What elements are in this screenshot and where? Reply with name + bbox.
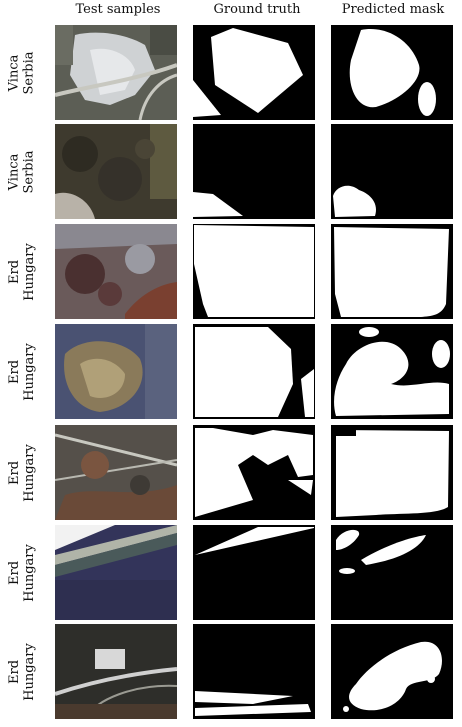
test-sample-image-6 — [55, 525, 177, 620]
row-label-3-site: Erd — [7, 259, 22, 285]
row-label-7: Erd Hungary — [0, 624, 44, 720]
ground-truth-mask-5 — [193, 425, 315, 520]
ground-truth-mask-6 — [193, 525, 315, 620]
test-sample-image-1 — [55, 25, 177, 120]
row-label-4-country: Hungary — [22, 343, 37, 401]
row-label-2: Vinca Serbia — [0, 124, 44, 220]
predicted-mask-4 — [331, 324, 453, 419]
row-label-1-country: Serbia — [21, 51, 37, 95]
predicted-mask-2 — [331, 124, 453, 219]
test-sample-image-5 — [55, 425, 177, 520]
row-label-5-site: Erd — [7, 460, 22, 486]
row-label-6-country: Hungary — [22, 544, 37, 602]
ground-truth-mask-3 — [193, 224, 315, 319]
row-label-3: Erd Hungary — [0, 224, 44, 320]
row-label-6: Erd Hungary — [0, 525, 44, 621]
test-sample-image-4 — [55, 324, 177, 419]
row-label-7-country: Hungary — [22, 643, 37, 701]
row-label-1-site: Vinca — [6, 54, 22, 92]
row-label-5-country: Hungary — [22, 444, 37, 502]
header-test-samples: Test samples — [75, 2, 161, 17]
row-label-5: Erd Hungary — [0, 425, 44, 521]
test-sample-image-3 — [55, 224, 177, 319]
predicted-mask-3 — [331, 224, 453, 319]
row-label-6-site: Erd — [7, 560, 22, 586]
ground-truth-mask-2 — [193, 124, 315, 219]
header-ground-truth: Ground truth — [213, 2, 301, 17]
predicted-mask-1 — [331, 25, 453, 120]
row-label-3-country: Hungary — [22, 243, 37, 301]
row-label-4: Erd Hungary — [0, 324, 44, 420]
ground-truth-mask-1 — [193, 25, 315, 120]
test-sample-image-2 — [55, 124, 177, 219]
row-label-4-site: Erd — [7, 359, 22, 385]
header-predicted-mask: Predicted mask — [341, 2, 445, 17]
ground-truth-mask-4 — [193, 324, 315, 419]
ground-truth-mask-7 — [193, 624, 315, 719]
test-sample-image-7 — [55, 624, 177, 719]
row-label-1: Vinca Serbia — [0, 25, 44, 121]
predicted-mask-6 — [331, 525, 453, 620]
row-label-2-site: Vinca — [6, 153, 22, 191]
row-label-7-site: Erd — [7, 659, 22, 685]
predicted-mask-7 — [331, 624, 453, 719]
predicted-mask-5 — [331, 425, 453, 520]
row-label-2-country: Serbia — [21, 150, 37, 194]
